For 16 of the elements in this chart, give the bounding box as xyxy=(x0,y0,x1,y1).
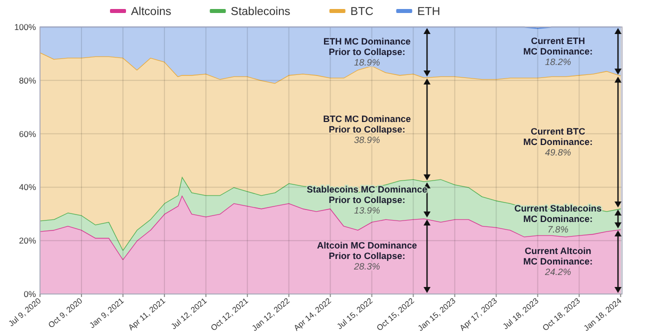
annotation: Current Altcoin MC Dominance: 24.2% xyxy=(523,246,593,278)
annotation: ETH MC Dominance Prior to Collapse: 18.9% xyxy=(323,36,411,68)
y-tick-label: 80% xyxy=(18,75,36,86)
legend-label: Stablecoins xyxy=(230,6,291,18)
annotation: Current ETH MC Dominance: 18.2% xyxy=(523,36,593,67)
legend-label: BTC xyxy=(350,6,374,18)
annotation: BTC MC Dominance Prior to Collapse: 38.9% xyxy=(323,114,411,145)
y-tick-label: 100% xyxy=(14,22,36,32)
legend-label: Altcoins xyxy=(131,6,172,18)
y-tick-label: 60% xyxy=(18,128,36,139)
annotation: Current BTC MC Dominance: 49.8% xyxy=(523,126,593,158)
legend-label: ETH xyxy=(417,6,440,18)
annotation: Altcoin MC Dominance Prior to Collapse: 28.3% xyxy=(317,240,418,272)
y-tick-label: 20% xyxy=(18,236,36,246)
y-tick-label: 0% xyxy=(24,289,36,299)
y-tick-label: 40% xyxy=(18,182,36,192)
